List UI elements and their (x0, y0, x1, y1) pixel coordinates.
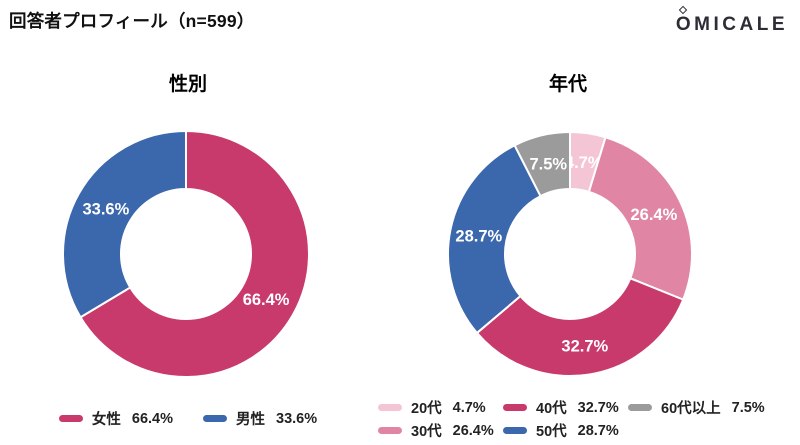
brand-logo: OMICALE (675, 5, 788, 38)
legend-swatch-icon (378, 404, 402, 411)
gender-chart-legend: 女性 66.4% 男性 33.6% (36, 408, 340, 429)
gender-chart-title: 性別 (168, 74, 207, 95)
donut-slice-30代 (587, 136, 693, 301)
legend-label: 30代 (411, 424, 442, 440)
legend-swatch-icon (378, 427, 402, 434)
legend-value: 26.4% (452, 422, 494, 439)
legend-value: 4.7% (452, 399, 486, 416)
legend-value: 66.4% (131, 410, 173, 427)
legend-value: 33.6% (276, 410, 318, 427)
legend-item-30代: 30代 26.4% (378, 420, 503, 441)
legend-item-60代以上: 60代以上 7.5% (628, 397, 765, 418)
legend-label: 20代 (411, 401, 442, 417)
legend-item-女性: 女性 66.4% (58, 408, 173, 429)
logo-text: OMICALE (675, 14, 788, 35)
age-donut-chart: 4.7% 26.4% 32.7% 28.7% 7.5% (447, 131, 693, 377)
slice-label-女性: 66.4% (243, 291, 290, 309)
donut-slice-男性 (62, 130, 187, 319)
page-title: 回答者プロフィール（n=599） (9, 11, 255, 31)
legend-swatch-icon (503, 427, 527, 434)
slice-label-40代: 32.7% (561, 338, 608, 356)
legend-label: 60代以上 (661, 401, 721, 417)
donut-slice-女性 (79, 130, 310, 378)
legend-value: 32.7% (577, 399, 619, 416)
legend-item-50代: 50代 28.7% (503, 420, 628, 441)
legend-value: 28.7% (577, 422, 619, 439)
slice-label-20代: 4.7% (565, 154, 603, 172)
donut-slice-40代 (475, 277, 685, 377)
legend-swatch-icon (503, 404, 527, 411)
legend-swatch-icon (203, 415, 227, 422)
donut-slice-50代 (447, 143, 542, 335)
legend-item-20代: 20代 4.7% (378, 397, 503, 418)
slice-label-男性: 33.6% (83, 201, 130, 219)
donut-slice-60代以上 (513, 131, 571, 198)
logo-diamond-icon (678, 5, 688, 15)
slice-label-60代以上: 7.5% (529, 156, 567, 174)
age-chart-legend: 20代 4.7% 30代 26.4% 40代 32.7% 50代 28.7% 60代以上 7.5% (378, 396, 765, 442)
legend-item-男性: 男性 33.6% (203, 408, 317, 429)
legend-value: 7.5% (731, 399, 765, 416)
legend-label: 男性 (236, 412, 265, 428)
age-chart-title: 年代 (548, 74, 587, 95)
legend-label: 40代 (536, 401, 567, 417)
legend-swatch-icon (628, 404, 652, 411)
legend-swatch-icon (58, 415, 83, 422)
slice-label-50代: 28.7% (455, 228, 502, 246)
legend-label: 女性 (91, 412, 121, 428)
legend-item-40代: 40代 32.7% (503, 397, 628, 418)
legend-label: 50代 (536, 424, 567, 440)
gender-donut-chart: 66.4% 33.6% (62, 130, 310, 378)
slice-label-30代: 26.4% (631, 206, 678, 224)
